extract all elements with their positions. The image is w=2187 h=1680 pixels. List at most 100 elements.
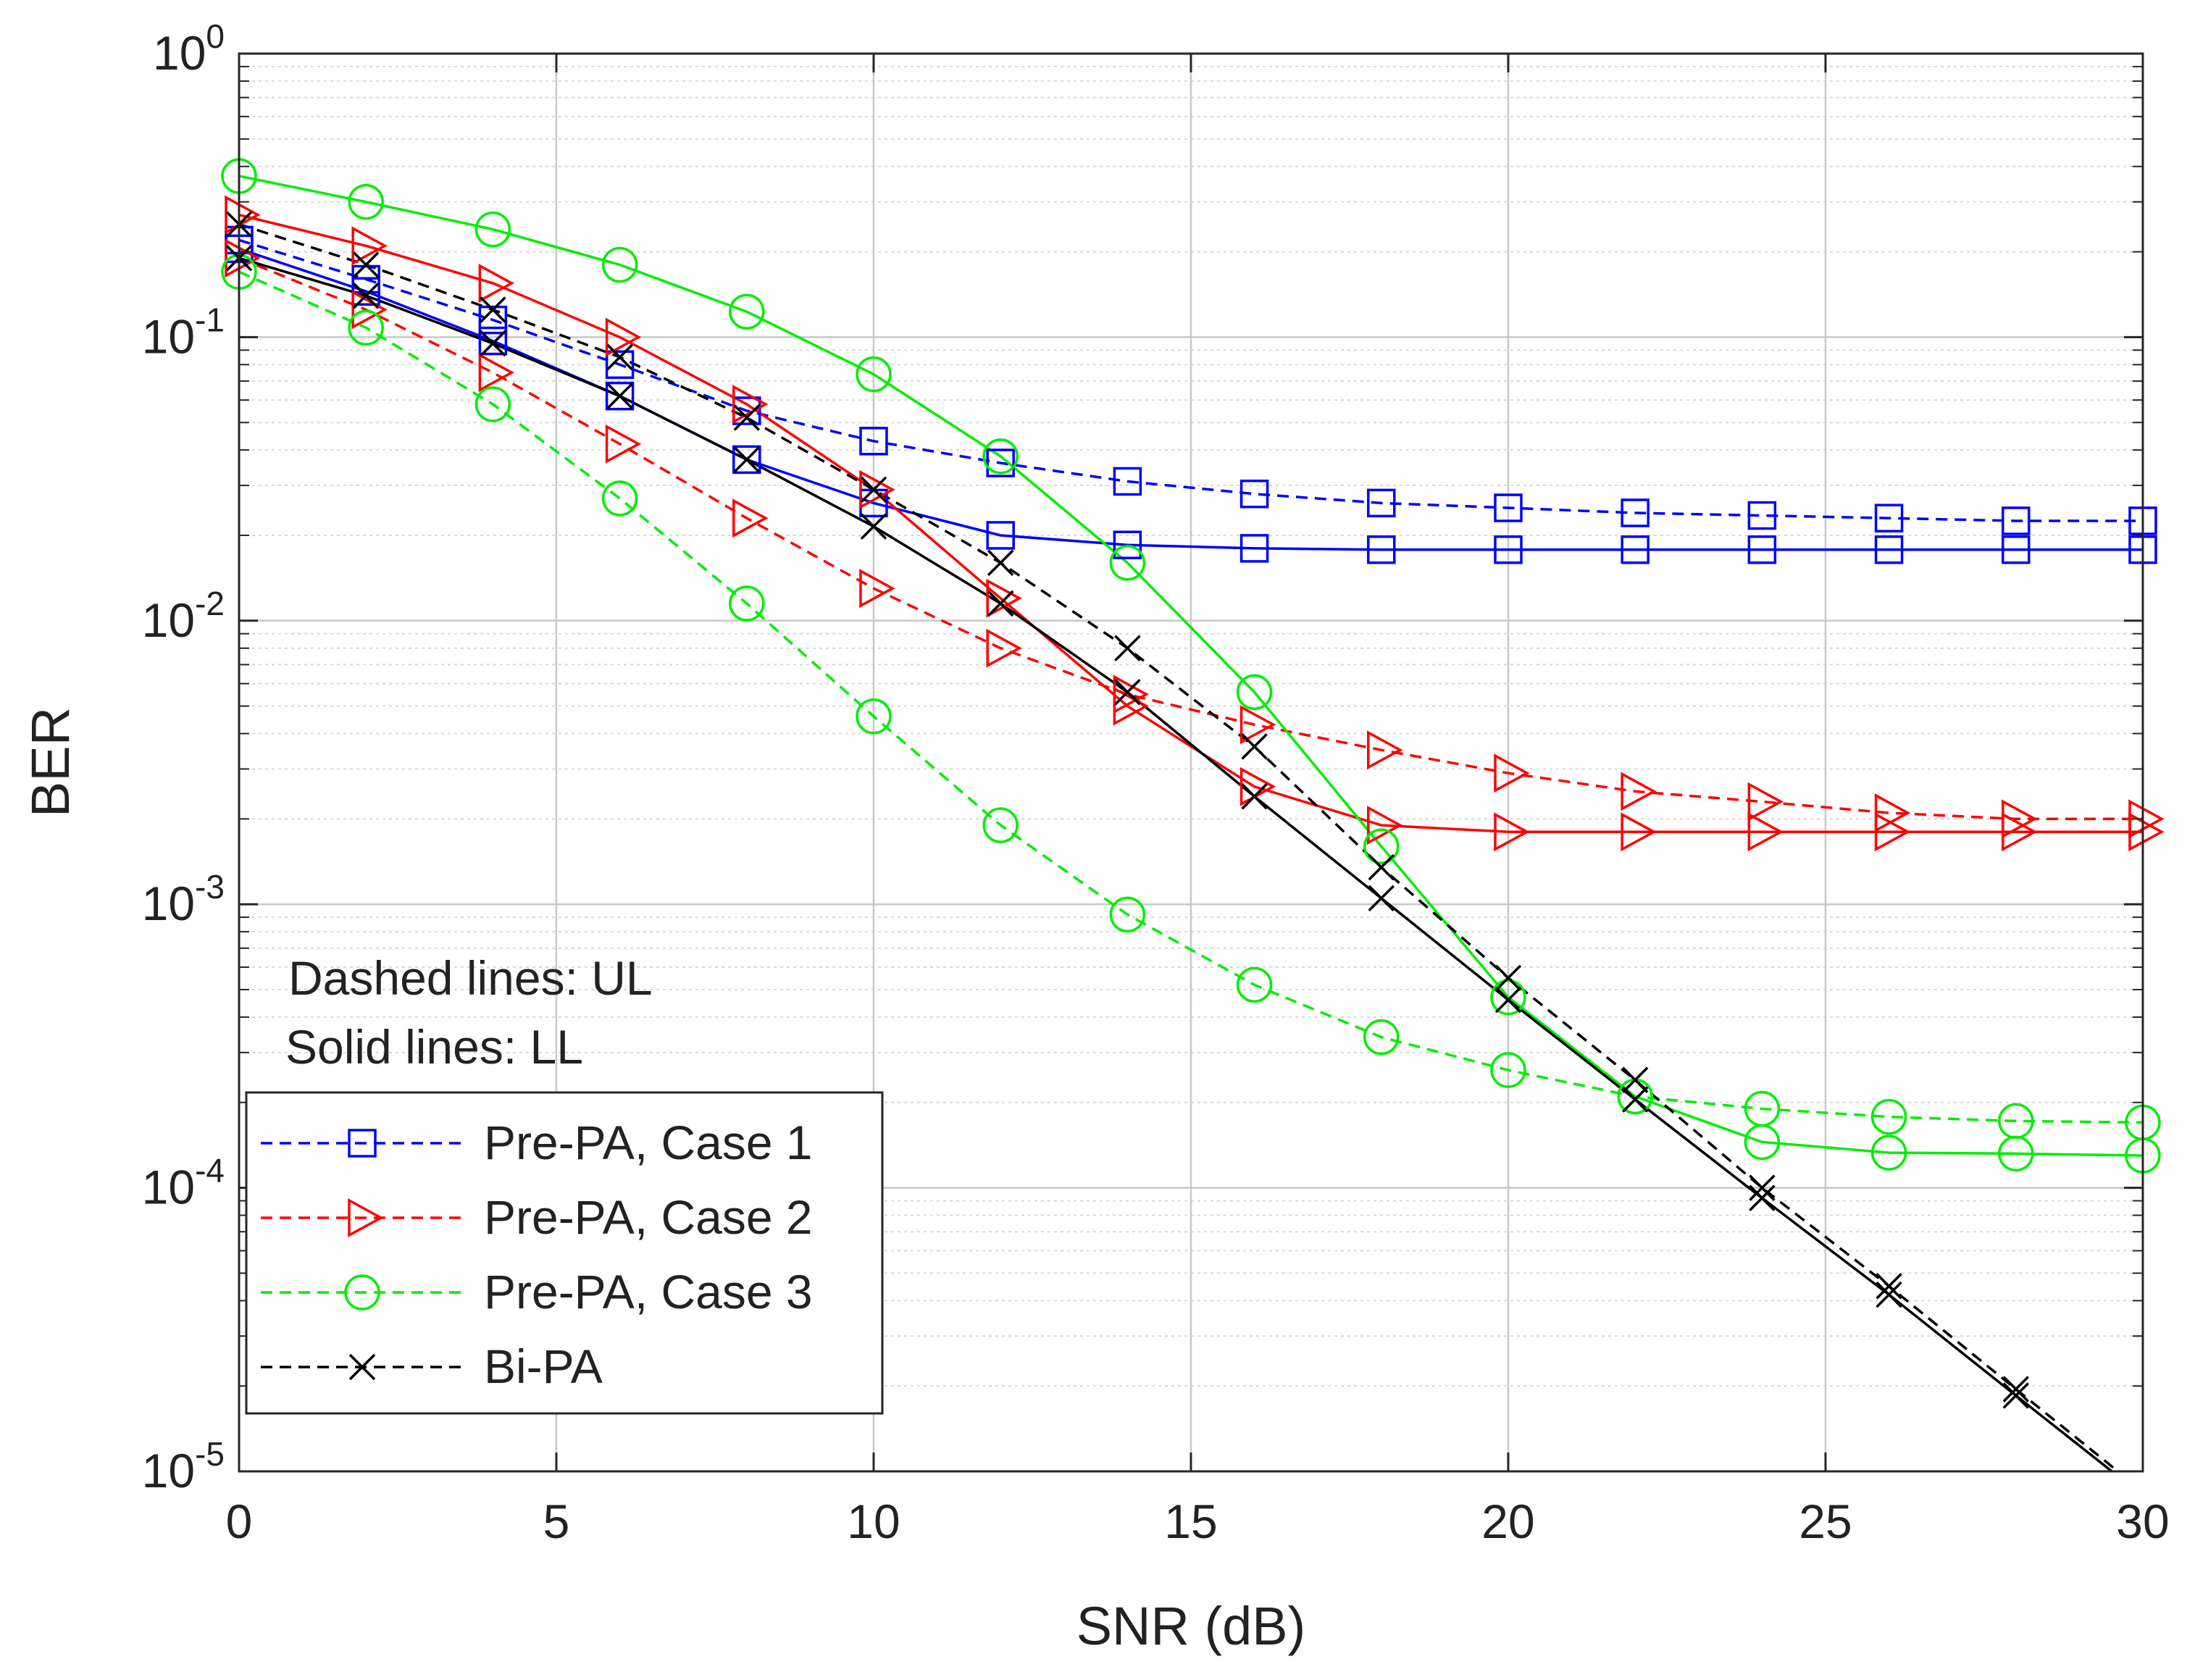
series-point-5 bbox=[982, 438, 1019, 475]
series-point-0 bbox=[1494, 493, 1523, 522]
series-point-6 bbox=[1621, 1066, 1649, 1094]
series-point-3 bbox=[732, 385, 769, 424]
series-point-6 bbox=[352, 251, 380, 278]
series-point-3 bbox=[2002, 812, 2038, 852]
series-point-0 bbox=[859, 427, 888, 456]
x-tick-label: 25 bbox=[1799, 1495, 1852, 1548]
y-tick-label: 100 bbox=[153, 17, 225, 80]
marker-group bbox=[221, 158, 2165, 1409]
series-point-7 bbox=[987, 590, 1014, 617]
series-line-4 bbox=[239, 270, 2143, 1124]
series-point-2 bbox=[859, 569, 895, 609]
legend-box bbox=[245, 1091, 884, 1415]
series-point-4 bbox=[348, 309, 384, 346]
legend-items bbox=[261, 1129, 464, 1381]
series-point-2 bbox=[732, 498, 769, 538]
series-point-1 bbox=[732, 445, 761, 475]
series-point-4 bbox=[474, 386, 511, 422]
series-point-3 bbox=[1367, 806, 1403, 845]
series-line-5 bbox=[239, 175, 2143, 1157]
series-point-5 bbox=[729, 293, 765, 330]
series-point-2 bbox=[1367, 730, 1403, 770]
series-point-6 bbox=[860, 476, 887, 503]
series-point-1 bbox=[1747, 535, 1777, 564]
series-group bbox=[239, 175, 2143, 1471]
series-point-3 bbox=[1494, 812, 1530, 852]
series-point-5 bbox=[1998, 1135, 2034, 1172]
series-point-4 bbox=[1490, 1052, 1526, 1088]
annotation-ul: Dashed lines: UL bbox=[288, 951, 653, 1005]
series-point-7 bbox=[352, 282, 380, 309]
series-point-4 bbox=[1363, 1019, 1400, 1056]
x-tick-label: 15 bbox=[1164, 1495, 1217, 1548]
x-tick-label: 0 bbox=[226, 1495, 253, 1548]
series-point-2 bbox=[225, 238, 261, 278]
series-point-6 bbox=[733, 404, 761, 431]
series-point-5 bbox=[1363, 828, 1400, 865]
series-point-6 bbox=[1494, 964, 1522, 992]
series-point-6 bbox=[606, 343, 633, 371]
series-point-5 bbox=[474, 211, 511, 248]
legend-marker-3 bbox=[348, 1353, 376, 1381]
series-point-1 bbox=[1239, 534, 1269, 563]
series-point-1 bbox=[986, 521, 1015, 550]
series-point-1 bbox=[605, 381, 635, 411]
series-point-3 bbox=[2128, 812, 2165, 852]
y-axis-label: BER bbox=[20, 707, 80, 817]
y-tick-label: 10-3 bbox=[142, 868, 225, 930]
series-point-0 bbox=[478, 305, 508, 335]
series-point-2 bbox=[1621, 772, 1657, 811]
series-point-0 bbox=[1239, 480, 1269, 509]
series-point-3 bbox=[1747, 812, 1784, 852]
series-line-7 bbox=[239, 256, 2115, 1471]
series-point-1 bbox=[1621, 535, 1649, 564]
series-point-3 bbox=[225, 195, 261, 235]
series-point-7 bbox=[2002, 1382, 2030, 1409]
y-tick-label: 10-5 bbox=[142, 1435, 225, 1497]
series-point-5 bbox=[348, 183, 384, 220]
series-point-1 bbox=[2002, 535, 2031, 564]
legend: Pre-PA, Case 1 Pre-PA, Case 2 Pre-PA, Ca… bbox=[245, 1091, 884, 1415]
series-point-2 bbox=[351, 290, 388, 330]
series-point-3 bbox=[1874, 812, 1911, 852]
series-point-0 bbox=[1874, 503, 1904, 532]
series-point-4 bbox=[1109, 896, 1146, 933]
legend-marker-1 bbox=[348, 1198, 384, 1237]
legend-marker-0 bbox=[348, 1129, 377, 1158]
series-point-2 bbox=[605, 424, 642, 464]
series-point-2 bbox=[986, 628, 1022, 668]
legend-label-case2: Pre-PA, Case 2 bbox=[484, 1190, 813, 1244]
series-line-3 bbox=[239, 213, 2143, 834]
series-point-6 bbox=[1114, 635, 1141, 661]
series-point-0 bbox=[2002, 506, 2031, 535]
y-tick-label: 10-4 bbox=[142, 1152, 225, 1214]
series-point-5 bbox=[1236, 674, 1273, 711]
legend-marker-2 bbox=[344, 1274, 380, 1311]
series-point-7 bbox=[1241, 783, 1268, 810]
series-point-1 bbox=[478, 326, 508, 356]
series-point-1 bbox=[1494, 535, 1523, 564]
x-tick-label: 20 bbox=[1481, 1495, 1534, 1548]
series-point-2 bbox=[478, 353, 515, 393]
series-point-6 bbox=[1368, 853, 1395, 881]
legend-label-case1: Pre-PA, Case 1 bbox=[484, 1116, 813, 1169]
series-point-5 bbox=[1870, 1134, 1907, 1171]
x-axis-label: SNR (dB) bbox=[1076, 1596, 1306, 1656]
series-point-7 bbox=[606, 383, 633, 409]
series-point-4 bbox=[856, 698, 892, 735]
series-point-3 bbox=[605, 317, 642, 357]
series-point-2 bbox=[1874, 793, 1911, 833]
series-point-1 bbox=[1367, 535, 1396, 564]
series-point-2 bbox=[1494, 753, 1530, 793]
series-point-6 bbox=[2002, 1376, 2030, 1403]
series-point-3 bbox=[1113, 686, 1150, 726]
x-tick-label: 10 bbox=[847, 1495, 900, 1548]
series-point-6 bbox=[480, 296, 506, 323]
series-point-7 bbox=[1494, 986, 1522, 1014]
series-point-5 bbox=[601, 246, 638, 283]
series-point-4 bbox=[982, 807, 1019, 843]
series-point-0 bbox=[986, 448, 1015, 477]
series-point-3 bbox=[351, 226, 388, 266]
